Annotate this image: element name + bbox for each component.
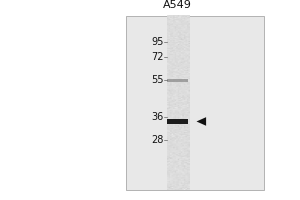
Text: 55: 55: [151, 75, 164, 85]
Text: A549: A549: [163, 0, 192, 10]
Text: 36: 36: [151, 112, 164, 122]
Bar: [167, 79, 188, 82]
Bar: [167, 119, 188, 124]
Text: 95: 95: [151, 37, 164, 47]
Bar: [126, 16, 264, 190]
Text: 28: 28: [151, 135, 164, 145]
Polygon shape: [196, 117, 206, 126]
Text: 72: 72: [151, 52, 164, 62]
